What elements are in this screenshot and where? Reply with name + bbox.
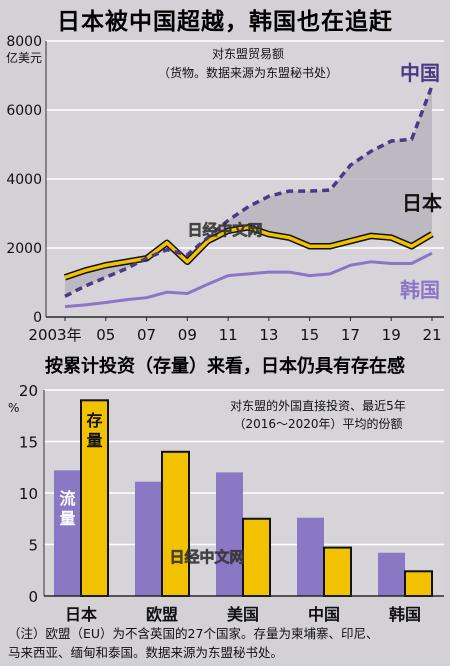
y-tick-label: 20: [19, 382, 38, 400]
watermark: 日经中文网: [187, 221, 262, 239]
bar-flow-3: [297, 517, 324, 596]
series-line-korea: [64, 251, 433, 309]
footnote-line: （注）欧盟（EU）为不含英国的27个国家。存量为柬埔寨、印尼、: [8, 626, 379, 641]
y-tick-label: 2000: [6, 241, 42, 257]
y-tick-label: 8000: [6, 34, 42, 50]
x-tick-label: 05: [96, 326, 115, 344]
x-tick-label: 13: [259, 326, 278, 344]
bar-flow-0: [54, 470, 81, 596]
category-label: 日本: [65, 605, 97, 624]
trade-line-chart: 亿美元 对东盟贸易额 （货物。数据来源为东盟秘书处） 0 2000 4000 6000…: [6, 34, 444, 344]
footnote-line: 马来西亚、缅甸和泰国。数据来源为东盟秘书处。: [8, 645, 284, 660]
category-label: 欧盟: [146, 605, 178, 624]
category-label: 韩国: [389, 605, 421, 624]
x-tick-label: 19: [382, 326, 401, 344]
series-label-korea: 韩国: [400, 278, 440, 302]
x-tick-label: 11: [219, 326, 238, 344]
bar-flow-4: [378, 552, 405, 596]
series-label-china: 中国: [400, 61, 440, 85]
y-tick-label: 15: [19, 434, 38, 452]
fdi-bar-chart: % 对东盟的外国直接投资、最近5年 （2016～2020年）平均的份额 0 5 10…: [8, 382, 444, 624]
bar-stock-1: [161, 450, 190, 597]
series-label-stock: 量: [86, 431, 102, 450]
y-tick-label: 6000: [6, 103, 42, 119]
watermark: 日经中文网: [169, 548, 244, 566]
y-tick-label: 4000: [6, 172, 42, 188]
bar-ylabel: %: [8, 401, 19, 415]
series-line-china: [64, 85, 434, 298]
x-tick-label: 09: [178, 326, 197, 344]
series-line-japan: [64, 225, 433, 279]
bar-stock-3: [323, 546, 352, 597]
line-chart-title: 对东盟贸易额: [212, 47, 284, 61]
footnote: （注）欧盟（EU）为不含英国的27个国家。存量为柬埔寨、印尼、 马来西亚、缅甸和…: [8, 624, 444, 662]
bar-chart-title: 对东盟的外国直接投资、最近5年: [230, 398, 406, 413]
x-tick-label: 2003年: [28, 326, 81, 344]
bar-flow-2: [216, 472, 243, 596]
series-label-japan: 日本: [402, 191, 442, 215]
y-tick-label: 0: [33, 310, 42, 326]
line-chart-subtitle: （货物。数据来源为东盟秘书处）: [158, 65, 338, 80]
y-tick-label: 10: [19, 485, 38, 503]
series-label-flow: 量: [59, 509, 75, 528]
category-label: 美国: [227, 605, 259, 624]
bar-stock-2: [242, 517, 271, 597]
bar-stock-4: [404, 570, 433, 597]
category-label: 中国: [308, 605, 340, 624]
bottom-title: 按累计投资（存量）来看，日本仍具有存在感: [45, 356, 405, 377]
x-tick-label: 21: [422, 326, 441, 344]
top-title: 日本被中国超越，韩国也在追赶: [57, 9, 393, 35]
x-tick-label: 15: [300, 326, 319, 344]
series-label-flow: 流: [59, 489, 75, 508]
line-ylabel: 亿美元: [6, 50, 42, 65]
y-tick-label: 0: [28, 588, 38, 606]
series-label-stock: 存: [86, 411, 102, 430]
bar-stock-0: [80, 399, 109, 597]
y-tick-label: 5: [28, 537, 38, 555]
bar-chart-subtitle: （2016～2020年）平均的份额: [233, 416, 402, 431]
x-tick-label: 17: [341, 326, 360, 344]
x-tick-label: 07: [137, 326, 156, 344]
bar-flow-1: [135, 481, 162, 596]
